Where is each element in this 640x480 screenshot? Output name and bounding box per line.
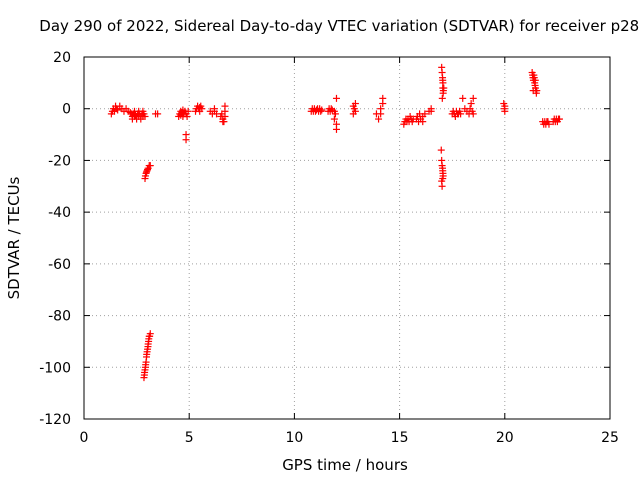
data-point (438, 182, 446, 190)
data-point (182, 136, 190, 144)
data-point (439, 175, 447, 183)
data-point (545, 120, 553, 128)
data-point (114, 106, 122, 114)
data-point (318, 106, 326, 114)
data-point (421, 110, 429, 118)
data-point (467, 100, 475, 108)
plot-frame (83, 56, 611, 420)
data-point (331, 110, 339, 118)
data-point (179, 106, 187, 114)
data-point (184, 107, 192, 115)
y-tick-label: -60 (48, 257, 71, 273)
x-tick-label: 5 (185, 430, 194, 446)
x-tick-label: 15 (391, 430, 409, 446)
data-point (531, 76, 539, 84)
data-point (469, 110, 477, 118)
data-point (375, 115, 383, 123)
x-tick-label: 25 (601, 430, 619, 446)
data-point (126, 109, 134, 117)
chart-title: Day 290 of 2022, Sidereal Day-to-day VTE… (39, 17, 640, 35)
x-tick-label: 20 (496, 430, 514, 446)
data-point (556, 115, 564, 123)
data-point (419, 118, 427, 126)
y-tick-label: -40 (48, 205, 71, 221)
data-point (219, 118, 227, 126)
data-point (501, 107, 509, 115)
data-series (107, 63, 564, 382)
data-point (427, 107, 435, 115)
data-point (196, 103, 204, 111)
data-point (144, 165, 152, 173)
data-point (210, 107, 218, 115)
data-point (437, 146, 445, 154)
data-point (317, 107, 325, 115)
data-point (154, 110, 162, 118)
y-tick-label: -20 (48, 153, 71, 169)
y-tick-label: 20 (53, 50, 71, 66)
data-point (438, 94, 446, 102)
x-tick-label: 0 (80, 430, 89, 446)
data-point (379, 100, 387, 108)
data-point (139, 107, 147, 115)
axis-ticks: 0 5 10 15 20 25 20 0 -20 -40 -60 -80 -100 -120 (39, 50, 619, 446)
data-point (146, 162, 154, 170)
data-point (330, 115, 338, 123)
data-point (459, 94, 467, 102)
data-point (351, 107, 359, 115)
data-point (469, 94, 477, 102)
y-tick-label: -120 (39, 412, 71, 428)
y-tick-label: 0 (62, 102, 71, 118)
grid (84, 57, 610, 419)
data-point (146, 330, 154, 338)
data-point (377, 110, 385, 118)
data-point (457, 110, 465, 118)
y-axis-label: SDTVAR / TECUs (5, 176, 23, 299)
data-point (332, 94, 340, 102)
data-point (137, 115, 145, 123)
data-point (349, 102, 357, 110)
data-point (183, 112, 191, 120)
data-point (440, 84, 448, 92)
y-tick-label: -80 (48, 309, 71, 325)
x-tick-label: 10 (285, 430, 303, 446)
data-point (221, 102, 229, 110)
data-point (439, 76, 447, 84)
x-axis-label: GPS time / hours (282, 456, 408, 474)
data-point (332, 125, 340, 133)
y-tick-label: -100 (39, 360, 71, 376)
data-point (529, 87, 537, 95)
data-point (141, 112, 149, 120)
